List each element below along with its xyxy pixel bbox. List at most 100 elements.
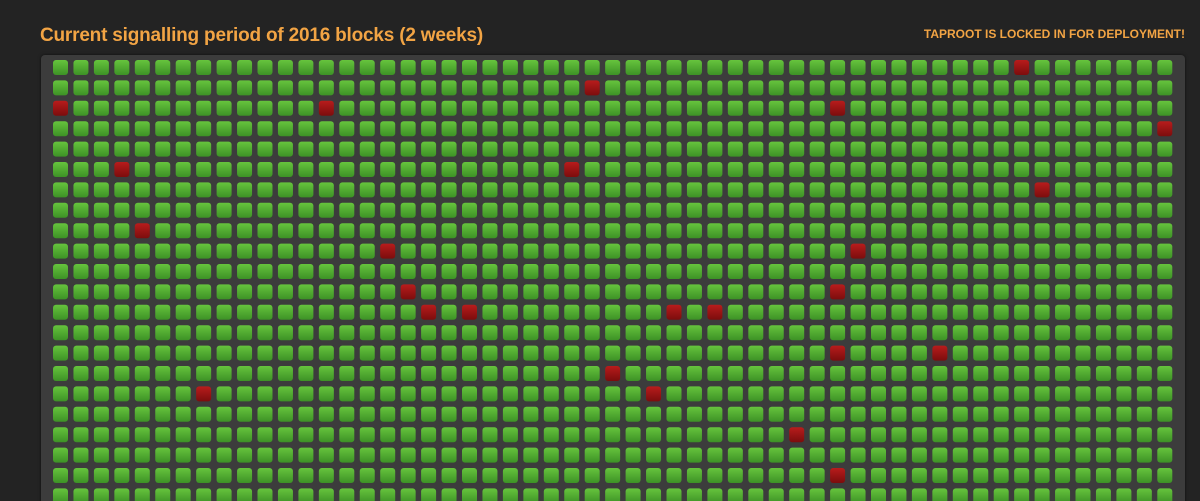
- block: [523, 406, 539, 422]
- block: [298, 223, 314, 239]
- block: [748, 406, 764, 422]
- block: [93, 80, 109, 96]
- block: [993, 202, 1009, 218]
- block: [605, 202, 621, 218]
- block: [339, 325, 355, 341]
- block: [1157, 427, 1173, 443]
- block: [543, 121, 559, 137]
- block: [911, 264, 927, 279]
- block: [359, 223, 375, 239]
- block: [400, 488, 416, 501]
- block: [871, 345, 886, 361]
- block: [727, 447, 743, 463]
- block: [666, 264, 682, 279]
- block: [686, 182, 702, 198]
- block: [421, 427, 437, 443]
- block: [216, 427, 232, 443]
- block: [932, 366, 948, 381]
- block: [1075, 60, 1091, 75]
- block: [850, 121, 866, 137]
- block: [1116, 468, 1132, 483]
- block: [1116, 386, 1132, 402]
- block: [196, 223, 212, 239]
- block: [339, 60, 355, 75]
- block: [748, 60, 764, 75]
- block: [1055, 162, 1071, 177]
- block: [339, 80, 355, 96]
- block: [625, 284, 641, 300]
- block: [53, 182, 68, 198]
- block: [605, 366, 621, 381]
- block: [175, 202, 191, 218]
- block: [1014, 80, 1030, 96]
- block: [993, 162, 1009, 177]
- block: [380, 80, 396, 96]
- block: [1014, 243, 1030, 259]
- block: [318, 304, 334, 320]
- block: [462, 325, 477, 341]
- block: [400, 345, 416, 361]
- block: [257, 182, 273, 198]
- block: [1034, 182, 1050, 198]
- block: [441, 488, 457, 501]
- block: [298, 243, 314, 259]
- block: [932, 243, 948, 259]
- block: [114, 406, 130, 422]
- block: [482, 141, 498, 157]
- block: [196, 141, 212, 157]
- block: [727, 468, 743, 483]
- block: [911, 284, 927, 300]
- block: [1034, 141, 1050, 157]
- block: [1095, 386, 1111, 402]
- block: [584, 325, 600, 341]
- block: [523, 325, 539, 341]
- block: [502, 223, 518, 239]
- block: [1116, 447, 1132, 463]
- block: [421, 325, 437, 341]
- block: [932, 100, 948, 116]
- block: [993, 366, 1009, 381]
- block: [911, 366, 927, 381]
- block: [1034, 427, 1050, 443]
- block: [646, 345, 662, 361]
- block: [707, 80, 723, 96]
- block: [134, 468, 150, 483]
- block: [421, 121, 437, 137]
- block: [175, 366, 191, 381]
- block: [1095, 80, 1111, 96]
- block: [1136, 406, 1152, 422]
- block: [789, 488, 805, 501]
- block: [605, 162, 621, 177]
- block: [911, 345, 927, 361]
- block: [73, 284, 89, 300]
- block: [830, 243, 846, 259]
- block: [1075, 325, 1091, 341]
- block: [134, 121, 150, 137]
- block: [646, 386, 662, 402]
- block: [421, 406, 437, 422]
- block: [298, 284, 314, 300]
- block: [911, 80, 927, 96]
- block: [257, 488, 273, 501]
- block: [196, 304, 212, 320]
- block: [502, 284, 518, 300]
- block: [707, 447, 723, 463]
- block: [850, 325, 866, 341]
- block: [1157, 264, 1173, 279]
- block: [666, 121, 682, 137]
- block: [482, 182, 498, 198]
- block: [584, 121, 600, 137]
- block: [482, 366, 498, 381]
- block: [237, 264, 253, 279]
- block: [1055, 100, 1071, 116]
- block: [359, 202, 375, 218]
- block: [441, 202, 457, 218]
- block: [53, 80, 68, 96]
- block: [175, 427, 191, 443]
- block: [257, 427, 273, 443]
- block: [93, 304, 109, 320]
- block: [1055, 325, 1071, 341]
- block: [73, 386, 89, 402]
- block: [93, 223, 109, 239]
- block: [339, 366, 355, 381]
